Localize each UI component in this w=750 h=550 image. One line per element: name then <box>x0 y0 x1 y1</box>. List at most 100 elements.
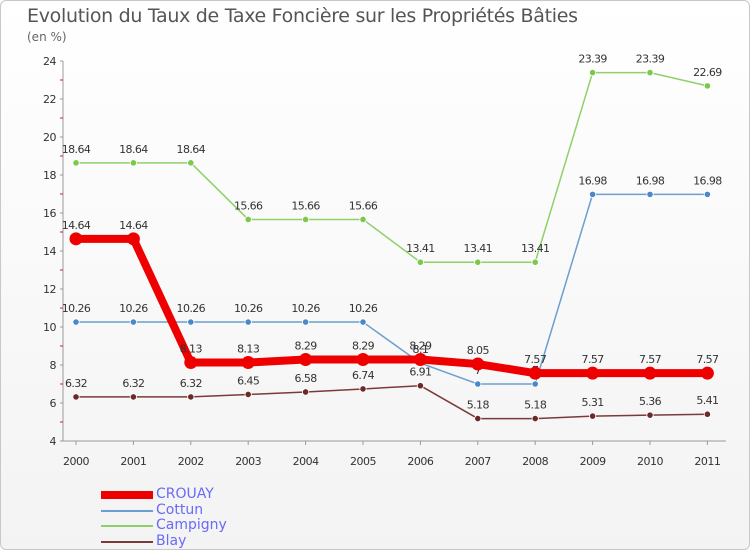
data-label-campigny: 18.64 <box>119 143 148 156</box>
data-label-blay: 6.32 <box>65 377 87 390</box>
data-point-blay <box>301 388 310 396</box>
data-label-cottun: 16.98 <box>693 174 722 187</box>
data-label-cottun: 10.26 <box>234 302 263 315</box>
data-label-campigny: 15.66 <box>291 199 320 212</box>
data-point-crouay <box>184 356 198 370</box>
x-tick-label: 2000 <box>63 455 89 468</box>
data-label-campigny: 15.66 <box>349 199 378 212</box>
x-tick-label: 2002 <box>178 455 204 468</box>
data-point-campigny <box>474 258 482 266</box>
data-label-blay: 6.74 <box>352 369 375 382</box>
data-label-campigny: 22.69 <box>693 66 722 79</box>
data-point-cottun <box>244 318 252 326</box>
data-label-campigny: 13.41 <box>464 242 493 255</box>
legend-swatch <box>101 540 153 543</box>
data-point-cottun <box>531 380 539 388</box>
data-point-blay <box>588 412 597 420</box>
data-label-campigny: 23.39 <box>636 53 665 66</box>
x-tick-label: 2005 <box>350 455 376 468</box>
data-point-blay <box>703 410 712 418</box>
data-point-crouay <box>126 232 140 246</box>
data-point-cottun <box>187 318 195 326</box>
y-tick-label: 16 <box>43 207 56 220</box>
y-tick-label: 14 <box>43 245 56 258</box>
y-tick-label: 10 <box>43 321 56 334</box>
data-point-campigny <box>244 215 252 224</box>
data-label-campigny: 13.41 <box>406 242 435 255</box>
data-point-blay <box>416 382 424 390</box>
data-label-blay: 6.32 <box>180 377 202 390</box>
x-tick-label: 2006 <box>407 455 433 468</box>
data-point-crouay <box>471 357 485 371</box>
data-label-blay: 5.31 <box>582 396 604 409</box>
data-point-cottun <box>646 190 654 198</box>
data-point-cottun <box>359 318 367 326</box>
data-label-crouay: 8.29 <box>352 339 375 352</box>
data-label-blay: 5.36 <box>639 395 662 408</box>
data-label-blay: 6.45 <box>237 374 260 387</box>
data-label-blay: 5.18 <box>467 399 490 412</box>
data-point-blay <box>359 385 367 393</box>
data-point-campigny <box>301 215 310 224</box>
y-tick-label: 24 <box>43 55 56 68</box>
data-point-campigny <box>703 82 712 90</box>
data-point-campigny <box>646 68 654 77</box>
x-tick-label: 2003 <box>235 455 261 468</box>
data-point-campigny <box>129 159 137 167</box>
series-line-blay <box>75 384 709 420</box>
data-label-crouay: 8.05 <box>467 344 490 357</box>
data-label-crouay: 7.57 <box>524 353 547 366</box>
y-tick-label: 4 <box>50 435 57 448</box>
x-tick-label: 2010 <box>637 455 663 468</box>
data-label-crouay: 8.13 <box>237 343 260 356</box>
x-tick-label: 2004 <box>293 455 319 468</box>
data-label-blay: 6.91 <box>409 366 431 379</box>
data-label-crouay: 8.29 <box>409 339 432 352</box>
data-point-crouay <box>413 352 427 366</box>
data-point-campigny <box>187 159 195 167</box>
data-point-campigny <box>531 258 539 266</box>
data-point-cottun <box>72 318 80 326</box>
data-label-blay: 5.18 <box>524 399 547 412</box>
data-point-campigny <box>588 68 597 77</box>
data-label-crouay: 14.64 <box>62 219 91 232</box>
legend-label: Cottun <box>156 501 204 518</box>
data-point-campigny <box>359 215 367 224</box>
y-tick-label: 12 <box>43 283 56 296</box>
y-tick-label: 22 <box>43 93 56 106</box>
data-label-blay: 6.58 <box>295 372 318 385</box>
data-point-cottun <box>129 318 137 326</box>
data-label-cottun: 10.26 <box>119 302 148 315</box>
chart-title: Evolution du Taux de Taxe Foncière sur l… <box>27 5 578 27</box>
data-point-campigny <box>416 258 424 266</box>
x-tick-label: 2011 <box>694 455 720 468</box>
data-point-blay <box>531 414 539 423</box>
data-label-campigny: 18.64 <box>177 143 206 156</box>
data-point-crouay <box>586 366 600 380</box>
data-label-campigny: 13.41 <box>521 242 550 255</box>
data-point-blay <box>244 390 252 399</box>
series-line-campigny <box>75 71 709 263</box>
data-point-blay <box>72 393 80 401</box>
data-point-blay <box>187 393 195 401</box>
x-tick-label: 2001 <box>120 455 146 468</box>
data-label-cottun: 16.98 <box>578 174 607 187</box>
data-label-crouay: 8.29 <box>295 339 318 352</box>
data-point-cottun <box>474 380 482 388</box>
data-label-crouay: 8.13 <box>180 343 203 356</box>
x-tick-label: 2008 <box>522 455 548 468</box>
data-point-campigny <box>72 159 80 167</box>
y-axis-unit: (en %) <box>27 30 67 44</box>
data-label-campigny: 15.66 <box>234 199 263 212</box>
series-line-crouay <box>72 234 712 378</box>
data-point-crouay <box>643 366 657 380</box>
data-label-cottun: 8.1 <box>413 343 429 356</box>
data-point-cottun <box>703 190 712 198</box>
legend-swatch <box>101 509 153 512</box>
data-point-crouay <box>241 356 255 370</box>
series-line-cottun <box>75 193 709 385</box>
y-tick-label: 20 <box>43 131 56 144</box>
data-label-blay: 5.41 <box>696 394 718 407</box>
